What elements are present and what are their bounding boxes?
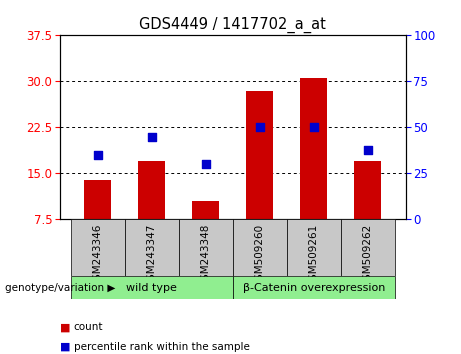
Text: genotype/variation ▶: genotype/variation ▶ (5, 282, 115, 293)
Point (94, 152, 101, 158)
Bar (355, 161, 381, 266)
Bar (233, 276, 395, 299)
Text: GSM509262: GSM509262 (363, 224, 373, 287)
Point (202, 161, 209, 167)
Point (364, 147, 372, 152)
Bar (233, 219, 287, 276)
Bar (138, 161, 165, 266)
Bar (246, 91, 273, 266)
Bar (84, 179, 111, 266)
Bar (287, 219, 341, 276)
Bar (71, 219, 125, 276)
Bar (71, 276, 233, 299)
Bar (125, 219, 179, 276)
Text: GSM243347: GSM243347 (147, 224, 157, 287)
Text: count: count (74, 322, 103, 332)
Text: GSM509260: GSM509260 (255, 224, 265, 287)
Text: percentile rank within the sample: percentile rank within the sample (74, 342, 250, 352)
Bar (179, 219, 233, 276)
Point (148, 134, 155, 139)
Bar (192, 201, 219, 266)
Text: ■: ■ (60, 322, 71, 332)
Text: GSM243346: GSM243346 (93, 224, 103, 287)
Point (256, 125, 264, 130)
Bar (300, 78, 327, 266)
Bar (341, 219, 395, 276)
Title: GDS4449 / 1417702_a_at: GDS4449 / 1417702_a_at (139, 16, 326, 33)
Point (310, 125, 318, 130)
Text: β-Catenin overexpression: β-Catenin overexpression (242, 282, 385, 293)
Text: ■: ■ (60, 342, 71, 352)
Text: GSM509261: GSM509261 (309, 224, 319, 287)
Text: GSM243348: GSM243348 (201, 224, 211, 287)
Text: wild type: wild type (126, 282, 177, 293)
